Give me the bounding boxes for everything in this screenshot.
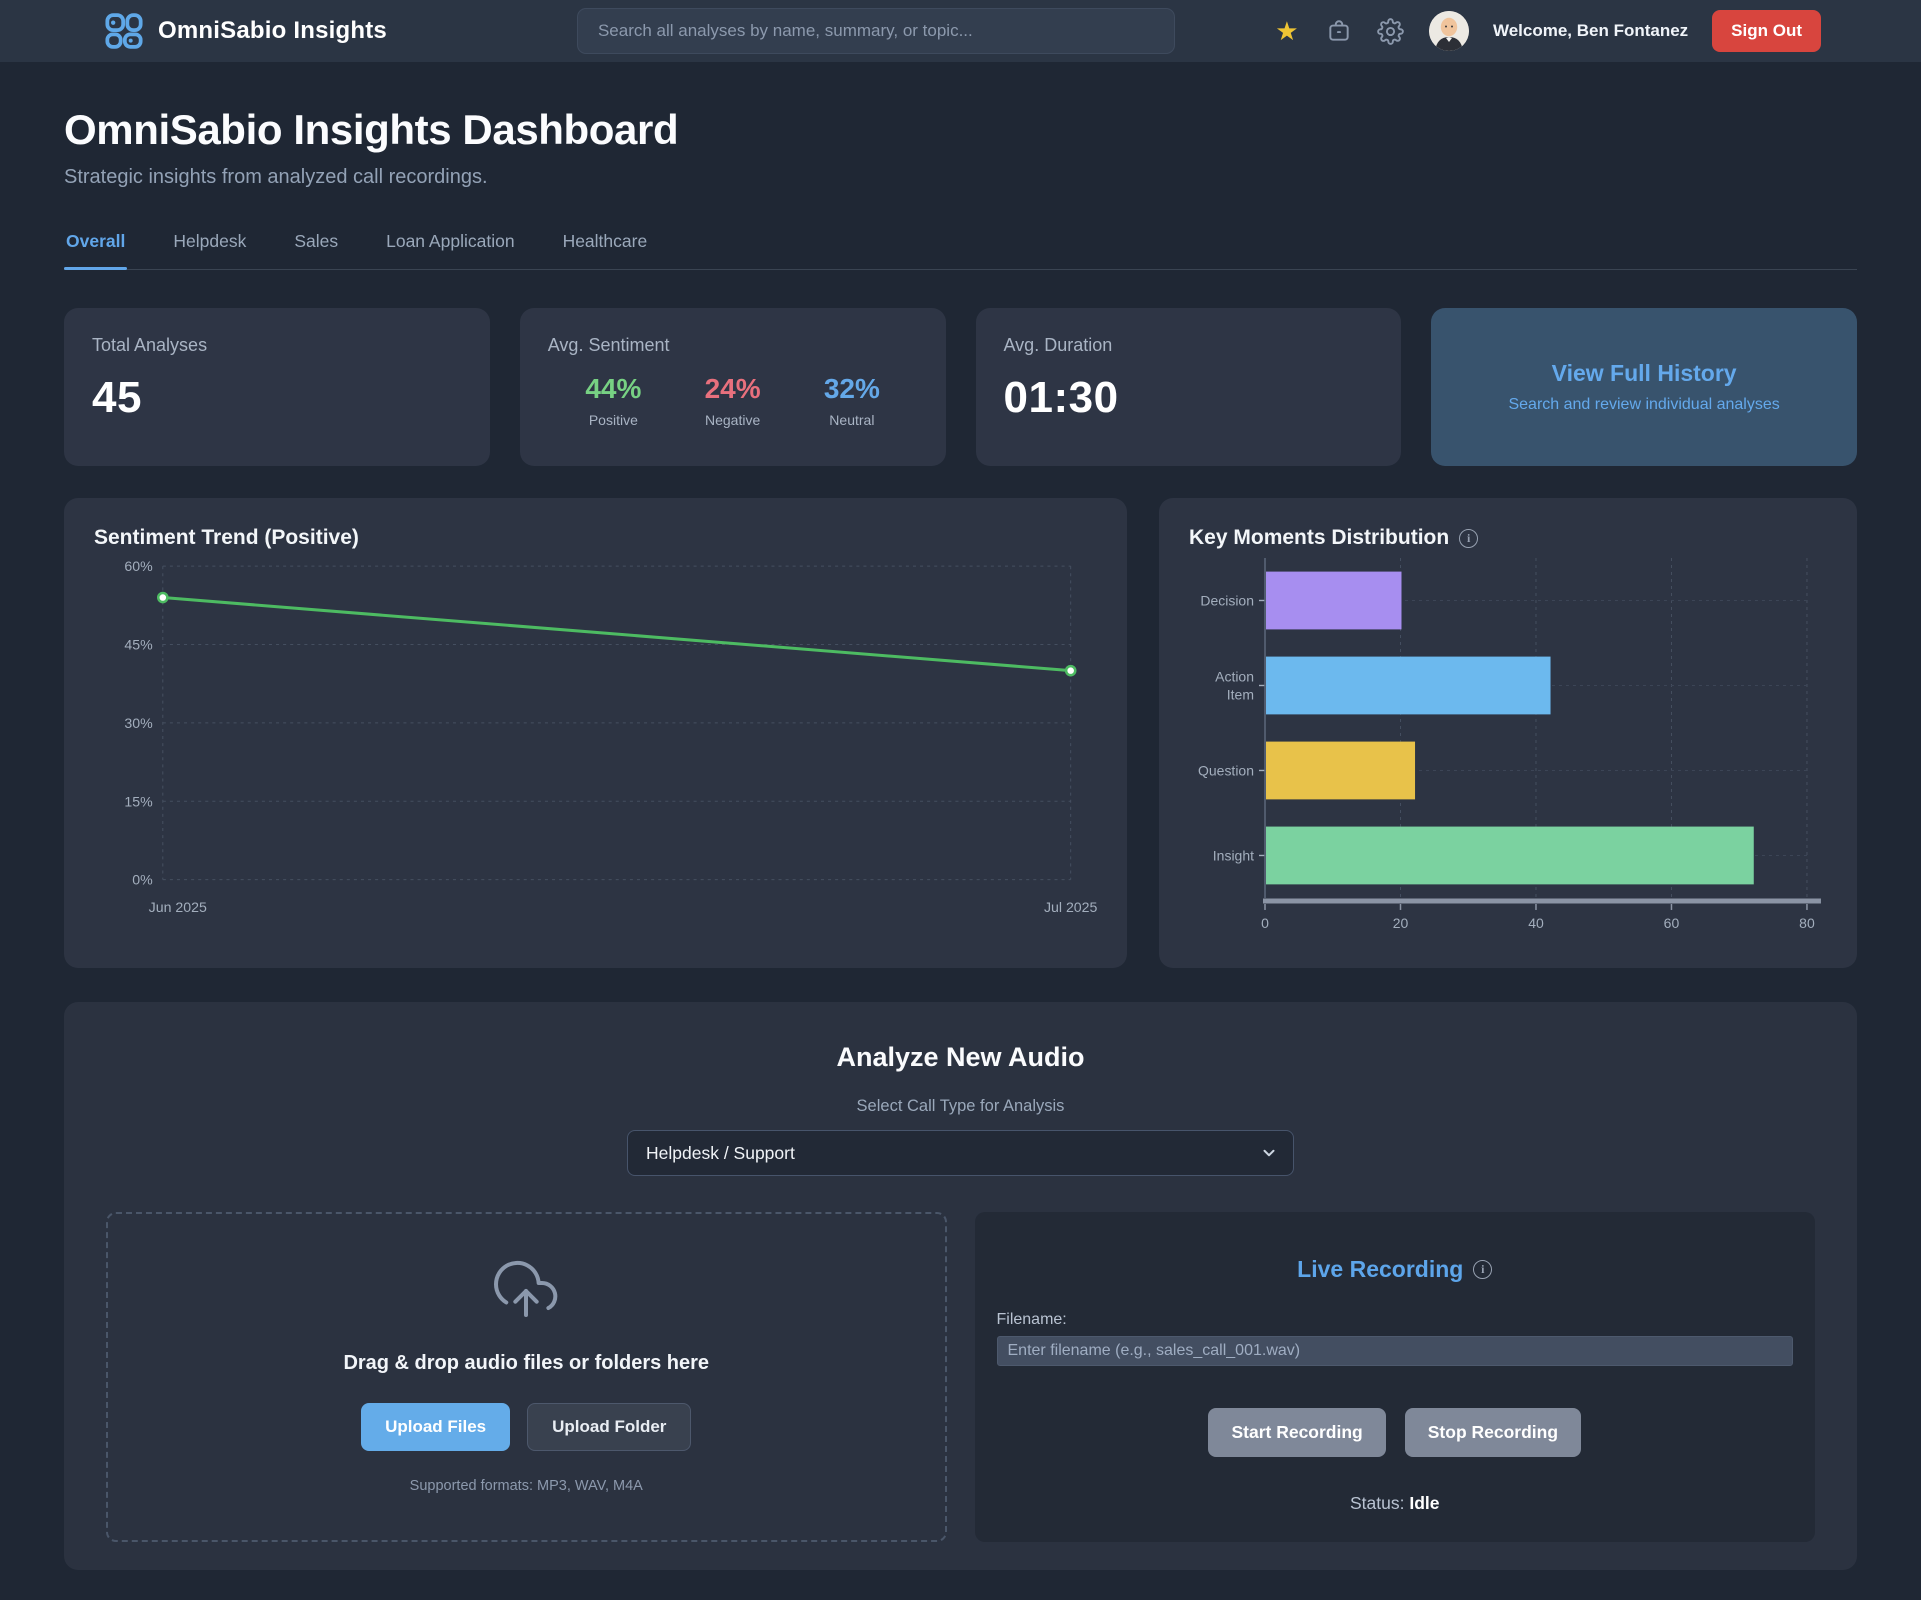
upload-cloud-icon (494, 1259, 558, 1328)
stats-row: Total Analyses 45 Avg. Sentiment 44% Pos… (64, 308, 1857, 466)
positive-label: Positive (588, 412, 638, 428)
charts-row: Sentiment Trend (Positive) 0% 15% 30% 45% 60… (64, 498, 1857, 968)
view-full-history-card[interactable]: View Full History Search and review indi… (1431, 308, 1857, 466)
key-moments-title: Key Moments Distribution (1189, 526, 1450, 549)
total-analyses-label: Total Analyses (92, 335, 208, 355)
tab-bar: Overall Helpdesk Sales Loan Application … (64, 229, 1857, 270)
dropzone-text: Drag & drop audio files or folders here (343, 1352, 710, 1375)
key-moments-card: Key Moments Distribution i Decision Actio… (1159, 498, 1857, 968)
negative-value: 24% (704, 373, 761, 404)
search-input[interactable] (576, 8, 1175, 54)
info-icon[interactable]: i (1473, 1259, 1493, 1279)
total-analyses-value: 45 (92, 373, 142, 422)
call-type-select-label: Select Call Type for Analysis (856, 1096, 1065, 1115)
file-dropzone[interactable]: Drag & drop audio files or folders here … (106, 1211, 947, 1542)
sentiment-trend-card: Sentiment Trend (Positive) 0% 15% 30% 45% 60… (64, 498, 1128, 968)
header-actions: ★ Welcome, Ben Fontanez (1273, 10, 1821, 52)
upload-files-button[interactable]: Upload Files (361, 1403, 511, 1452)
star-icon[interactable]: ★ (1275, 16, 1299, 46)
page-title: OmniSabio Insights Dashboard (64, 106, 679, 153)
svg-text:Question: Question (1198, 762, 1254, 778)
welcome-text: Welcome, Ben Fontanez (1492, 21, 1689, 40)
tab-overall[interactable]: Overall (64, 229, 128, 270)
call-type-select[interactable]: Helpdesk / Support (627, 1129, 1294, 1176)
app-logo-icon (104, 11, 144, 51)
start-recording-button[interactable]: Start Recording (1208, 1407, 1386, 1457)
avg-sentiment-card: Avg. Sentiment 44% Positive 24% Negative… (519, 308, 946, 466)
svg-text:0: 0 (1261, 915, 1269, 931)
svg-text:80: 80 (1799, 915, 1815, 931)
positive-value: 44% (585, 373, 642, 404)
neutral-value: 32% (823, 373, 880, 404)
tab-loan-application[interactable]: Loan Application (386, 231, 515, 251)
tab-sales[interactable]: Sales (294, 231, 339, 251)
key-moments-chart: Decision Action Item Question Insight 0 20 40 60… (1185, 550, 1831, 950)
filename-label: Filename: (996, 1310, 1067, 1328)
live-recording-title: Live Recording (1297, 1255, 1464, 1282)
info-icon[interactable]: i (1459, 528, 1479, 548)
brand-name: OmniSabio Insights (158, 17, 387, 44)
negative-label: Negative (704, 412, 761, 428)
stop-recording-button[interactable]: Stop Recording (1404, 1407, 1582, 1457)
briefcase-icon[interactable] (1325, 17, 1353, 45)
view-full-history-title: View Full History (1551, 360, 1737, 386)
filename-input[interactable] (996, 1335, 1793, 1366)
svg-text:40: 40 (1528, 915, 1544, 931)
sentiment-positive: 44% Positive (585, 373, 641, 428)
supported-formats-note: Supported formats: MP3, WAV, M4A (409, 1478, 643, 1495)
recording-status: Status: Idle (997, 1493, 1794, 1514)
gear-icon[interactable] (1377, 17, 1405, 45)
view-full-history-subtitle: Search and review individual analyses (1508, 396, 1780, 413)
avg-sentiment-label: Avg. Sentiment (547, 335, 670, 355)
sentiment-neutral: 32% Neutral (824, 373, 880, 428)
live-recording-panel: Live Recording i Filename: Start Recordi… (974, 1211, 1815, 1542)
brand: OmniSabio Insights (104, 11, 387, 51)
svg-text:20: 20 (1393, 915, 1409, 931)
status-value: Idle (1409, 1492, 1440, 1513)
neutral-label: Neutral (829, 412, 875, 428)
tab-helpdesk[interactable]: Helpdesk (173, 231, 247, 251)
svg-text:30%: 30% (124, 715, 153, 731)
svg-text:Jul 2025: Jul 2025 (1044, 899, 1098, 915)
avatar[interactable] (1428, 11, 1469, 51)
svg-text:Decision: Decision (1200, 592, 1254, 608)
upload-folder-button[interactable]: Upload Folder (527, 1403, 692, 1452)
avg-duration-card: Avg. Duration 01:30 (975, 308, 1402, 466)
main-content: OmniSabio Insights Dashboard Strategic i… (0, 106, 1921, 1570)
svg-text:15%: 15% (124, 793, 153, 809)
analyze-new-audio-card: Analyze New Audio Select Call Type for A… (64, 1001, 1857, 1570)
top-navbar: OmniSabio Insights ★ (0, 0, 1921, 62)
total-analyses-card: Total Analyses 45 (64, 308, 490, 466)
avg-duration-value: 01:30 (1003, 373, 1119, 422)
svg-text:0%: 0% (132, 872, 153, 888)
search-wrap (576, 8, 1175, 54)
svg-text:60%: 60% (124, 558, 153, 574)
svg-text:60: 60 (1664, 915, 1680, 931)
svg-text:Jun 2025: Jun 2025 (149, 899, 207, 915)
avg-duration-label: Avg. Duration (1003, 335, 1113, 355)
sentiment-negative: 24% Negative (705, 373, 761, 428)
sign-out-button[interactable]: Sign Out (1712, 10, 1821, 52)
tab-healthcare[interactable]: Healthcare (562, 231, 648, 251)
analyze-title: Analyze New Audio (836, 1041, 1085, 1072)
sentiment-trend-title: Sentiment Trend (Positive) (94, 526, 359, 549)
svg-text:45%: 45% (124, 637, 153, 653)
page-subtitle: Strategic insights from analyzed call re… (64, 166, 488, 188)
sentiment-trend-chart: 0% 15% 30% 45% 60% Jun 2025 Jul 2025 (90, 550, 1101, 926)
status-label: Status: (1349, 1492, 1405, 1513)
svg-text:Insight: Insight (1213, 847, 1254, 863)
